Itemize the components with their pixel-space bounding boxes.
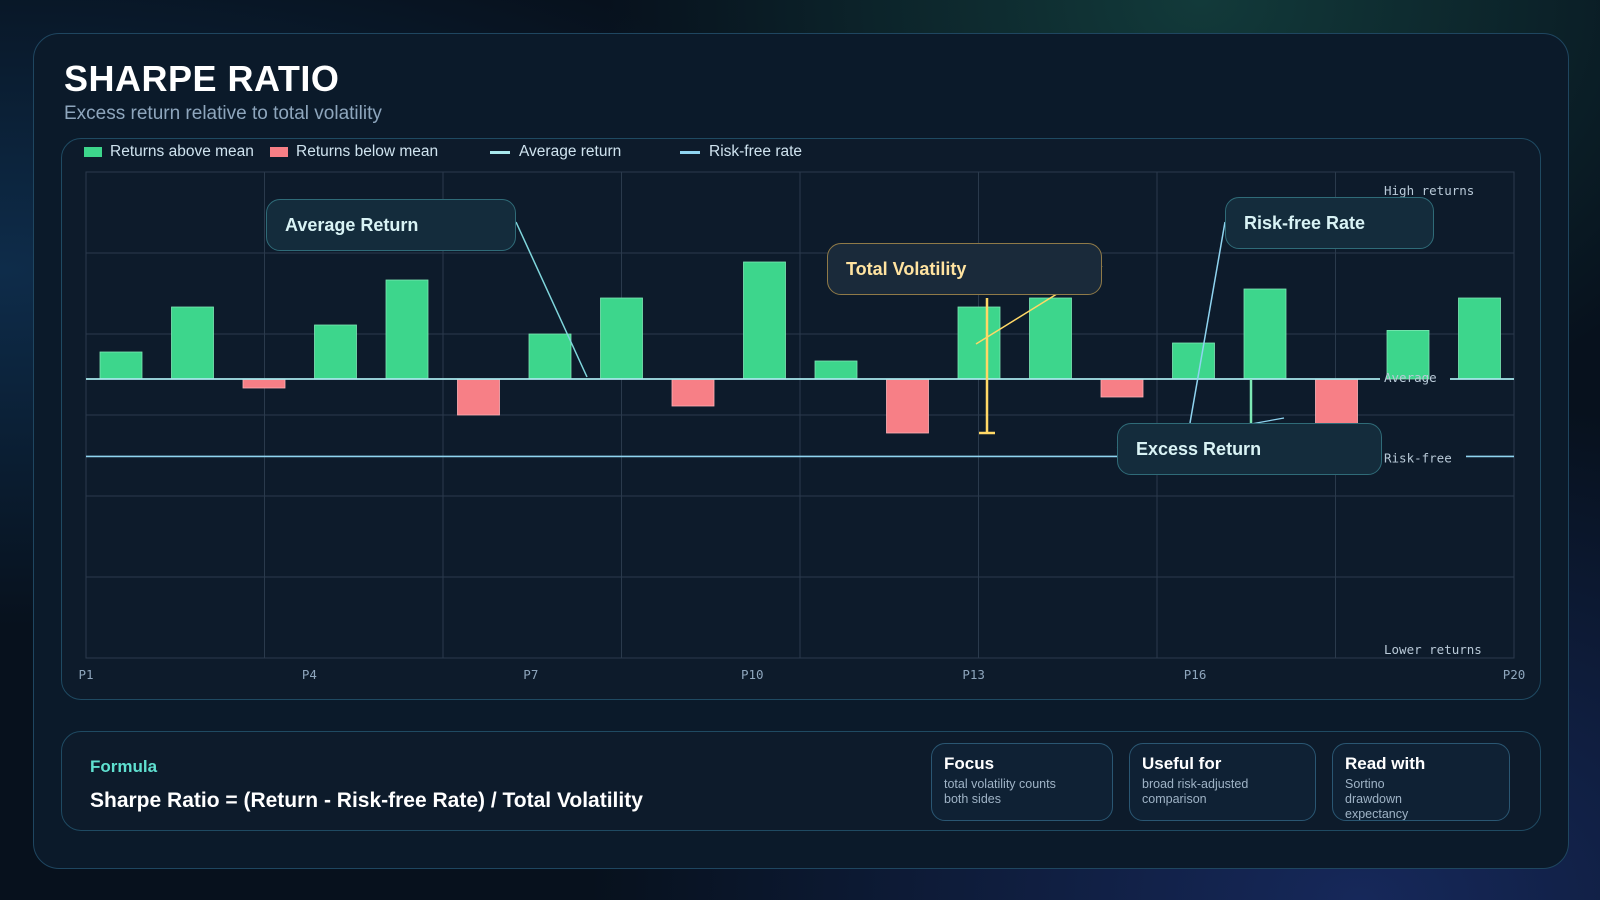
legend-label-below: Returns below mean [296,143,439,160]
legend-item-below: Returns below mean [270,143,438,161]
legend-swatch-above [84,147,102,157]
bar-below-mean [671,378,715,407]
callout-total-volatility: Total Volatility [827,243,1102,295]
card-focus: Focus total volatility counts both sides [931,743,1113,821]
card-focus-text: total volatility counts both sides [944,777,1056,806]
bar-above-mean [171,306,214,380]
legend-item-average: Average return [490,143,621,161]
connector-risk-free-rate [1189,221,1226,424]
card-useful-for-title: Useful for [1142,754,1222,773]
card-useful-for: Useful for broad risk-adjusted compariso… [1129,743,1316,821]
bar-above-mean [1243,288,1287,380]
bar-below-mean [457,378,500,416]
formula-text: Sharpe Ratio = (Return - Risk-free Rate)… [90,789,643,812]
bar-above-mean [528,333,572,380]
bar-above-mean [314,324,357,380]
bar-below-mean [1100,378,1144,398]
bar-above-mean [1172,342,1215,380]
bar-below-mean [1315,378,1358,425]
formula-label: Formula [90,757,158,776]
bar-above-mean [814,360,858,380]
bar-below-mean [242,378,286,389]
x-tick-label: P7 [523,667,538,682]
x-tick-label: P16 [1184,667,1207,682]
x-tick-label: P20 [1503,667,1526,682]
legend-item-riskfree: Risk-free rate [680,143,802,161]
callout-average-return: Average Return [266,199,516,251]
bar-above-mean [743,261,786,380]
page-title: SHARPE RATIO [64,58,340,99]
legend-label-riskfree: Risk-free rate [709,143,803,160]
card-read-with: Read with Sortino drawdown expectancy [1332,743,1510,821]
bar-above-mean [1386,329,1430,380]
formula-panel [61,731,1541,831]
bar-above-mean [1029,297,1072,380]
legend-label-average: Average return [519,143,622,160]
card-read-with-title: Read with [1345,754,1426,773]
x-tick-label: P10 [741,667,764,682]
bar-below-mean [886,378,929,434]
label-high-returns: High returns [1384,183,1474,198]
card-focus-title: Focus [944,754,995,773]
label-risk-free: Risk-free [1384,450,1452,465]
legend-label-above: Returns above mean [110,143,254,160]
legend-line-average [490,150,510,154]
label-lower-returns: Lower returns [1384,642,1482,657]
page-subtitle: Excess return relative to total volatili… [64,103,382,124]
bar-above-mean [600,297,643,380]
callout-excess-return: Excess Return [1117,423,1382,475]
callout-risk-free-rate: Risk-free Rate [1225,197,1434,249]
bar-above-mean [99,351,143,380]
x-tick-label: P13 [962,667,985,682]
connector-average-return [515,221,588,378]
x-tick-label: P1 [78,667,93,682]
legend-swatch-below [270,147,288,157]
legend-item-above: Returns above mean [84,143,254,161]
bar-above-mean [385,279,429,380]
label-average: Average [1384,370,1437,385]
card-useful-for-text: broad risk-adjusted comparison [1142,777,1249,806]
card-read-with-text: Sortino drawdown expectancy [1345,777,1409,821]
x-tick-label: P4 [302,667,317,682]
legend-line-riskfree [680,150,700,154]
bar-above-mean [1458,297,1501,380]
